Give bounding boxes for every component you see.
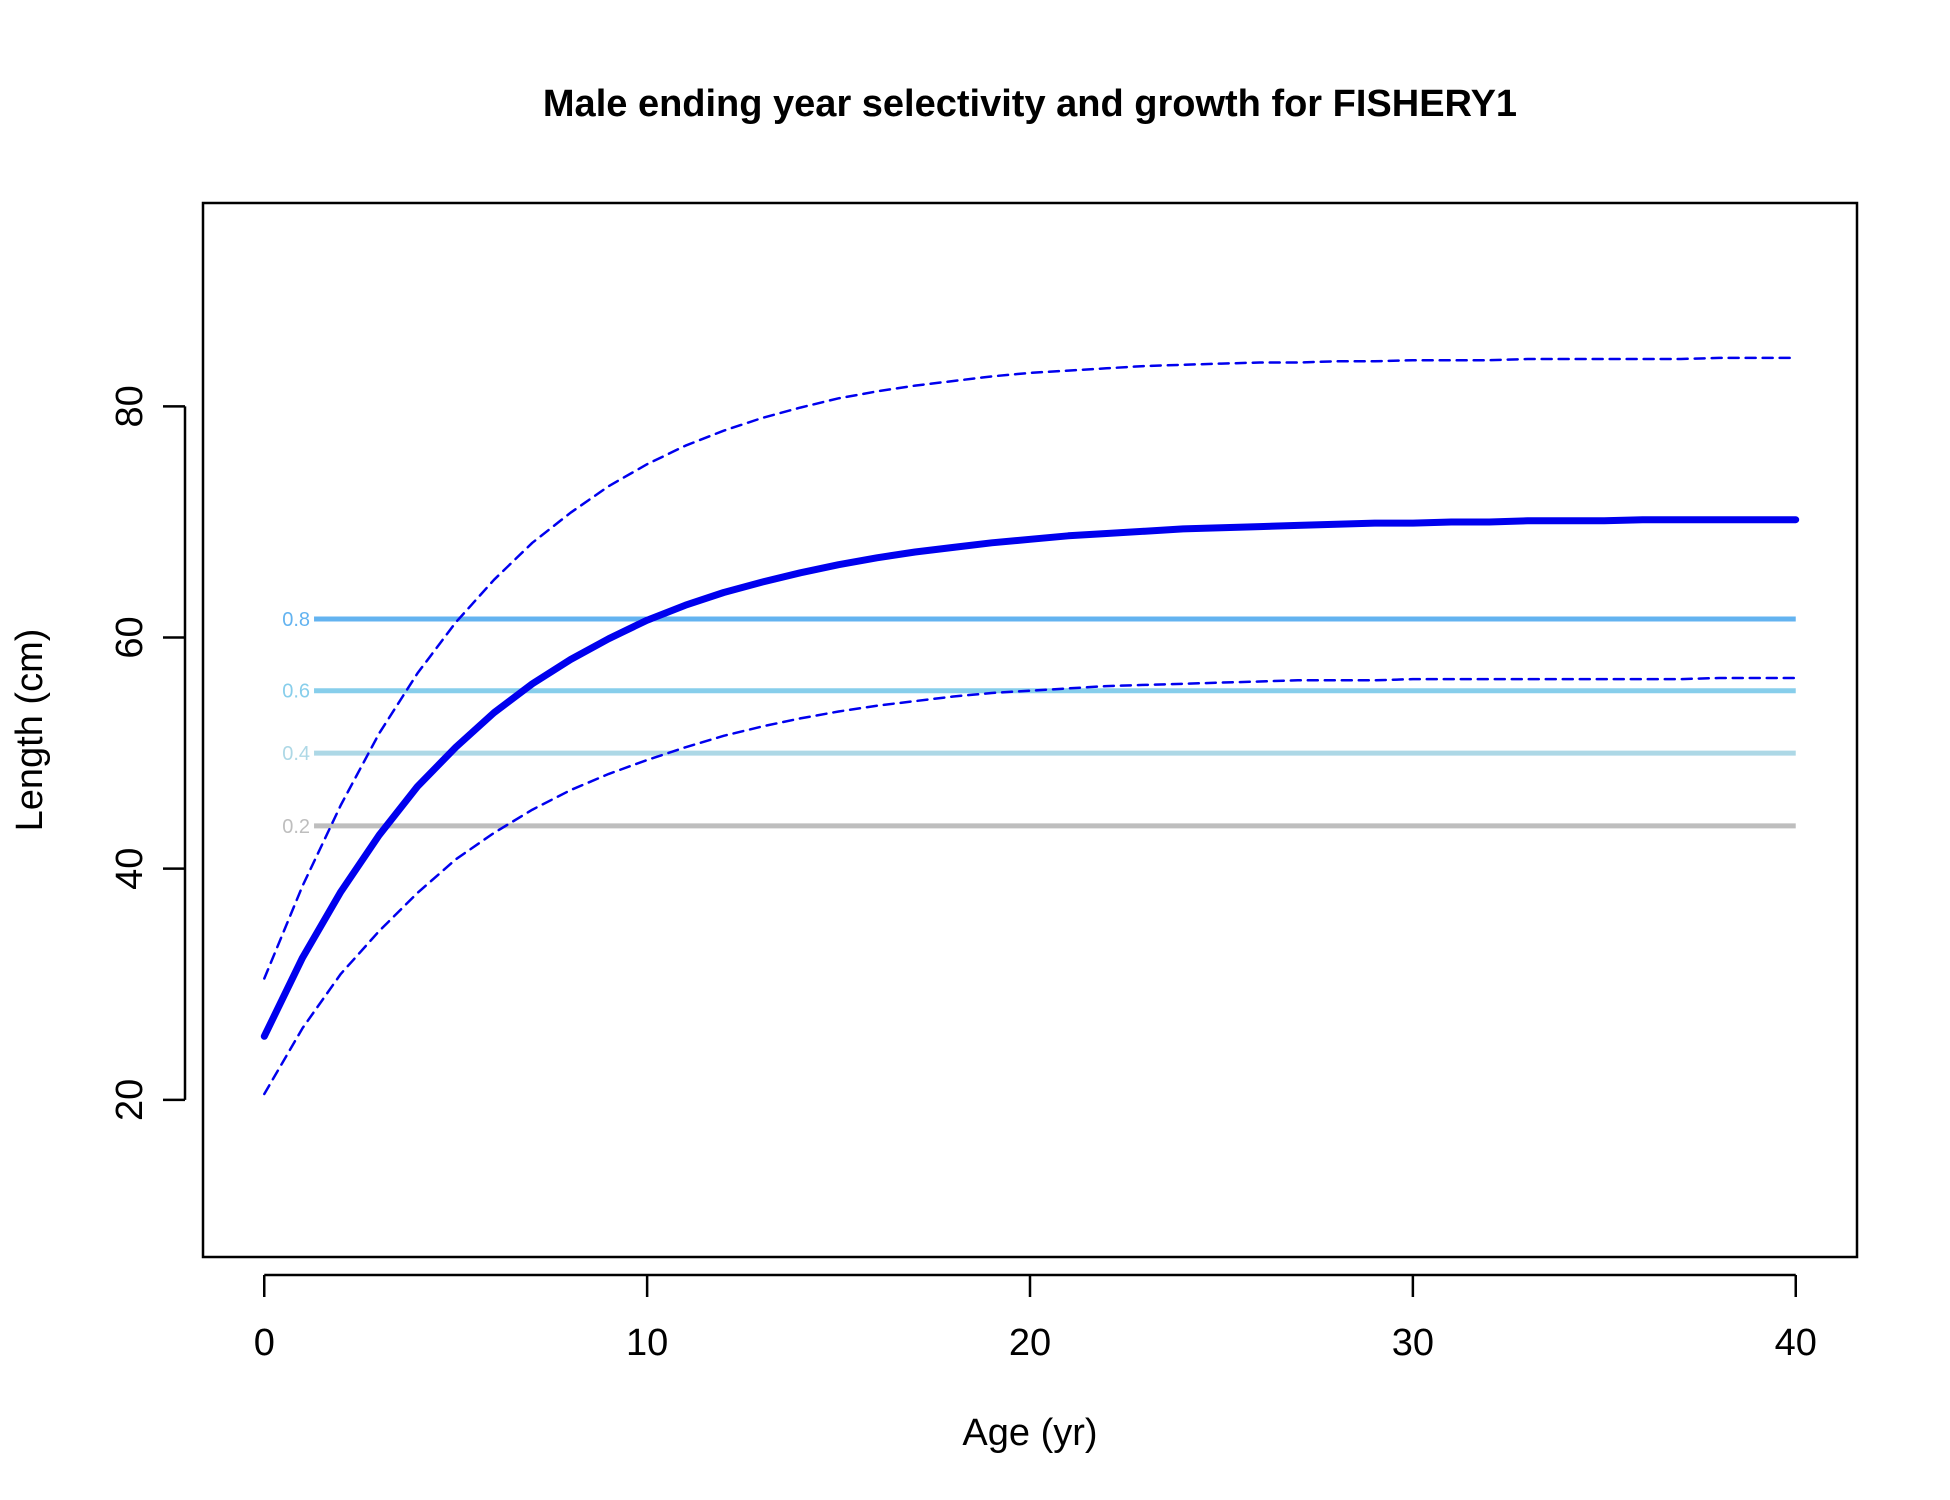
x-tick-label: 40 xyxy=(1775,1322,1817,1364)
lower-interval-line xyxy=(263,676,1797,1096)
selectivity-label-0.4: 0.4 xyxy=(282,743,310,765)
selectivity-label-0.2: 0.2 xyxy=(282,816,310,838)
y-axis: 20 40 60 80 xyxy=(109,385,187,1121)
y-tick-label: 20 xyxy=(109,1079,151,1121)
mean-length-line xyxy=(260,516,1800,1040)
x-axis-label: Age (yr) xyxy=(962,1412,1097,1454)
x-tick-label: 0 xyxy=(254,1322,275,1364)
x-tick-label: 10 xyxy=(626,1322,668,1364)
y-axis-label: Length (cm) xyxy=(9,629,51,832)
upper-interval-line xyxy=(263,356,1797,980)
x-tick-label: 30 xyxy=(1392,1322,1434,1364)
y-tick-label: 40 xyxy=(109,848,151,890)
x-tick-label: 20 xyxy=(1009,1322,1051,1364)
y-tick-label: 80 xyxy=(109,385,151,427)
selectivity-label-0.8: 0.8 xyxy=(282,609,310,631)
selectivity-label-0.6: 0.6 xyxy=(282,681,310,703)
x-axis: 0 10 20 30 40 xyxy=(254,1273,1817,1364)
series-lines xyxy=(260,356,1800,1096)
selectivity-lines: 0.2 0.4 0.6 0.8 xyxy=(282,609,1796,838)
chart-title: Male ending year selectivity and growth … xyxy=(543,83,1517,125)
plot-box xyxy=(201,201,1859,1259)
y-tick-label: 60 xyxy=(109,616,151,658)
